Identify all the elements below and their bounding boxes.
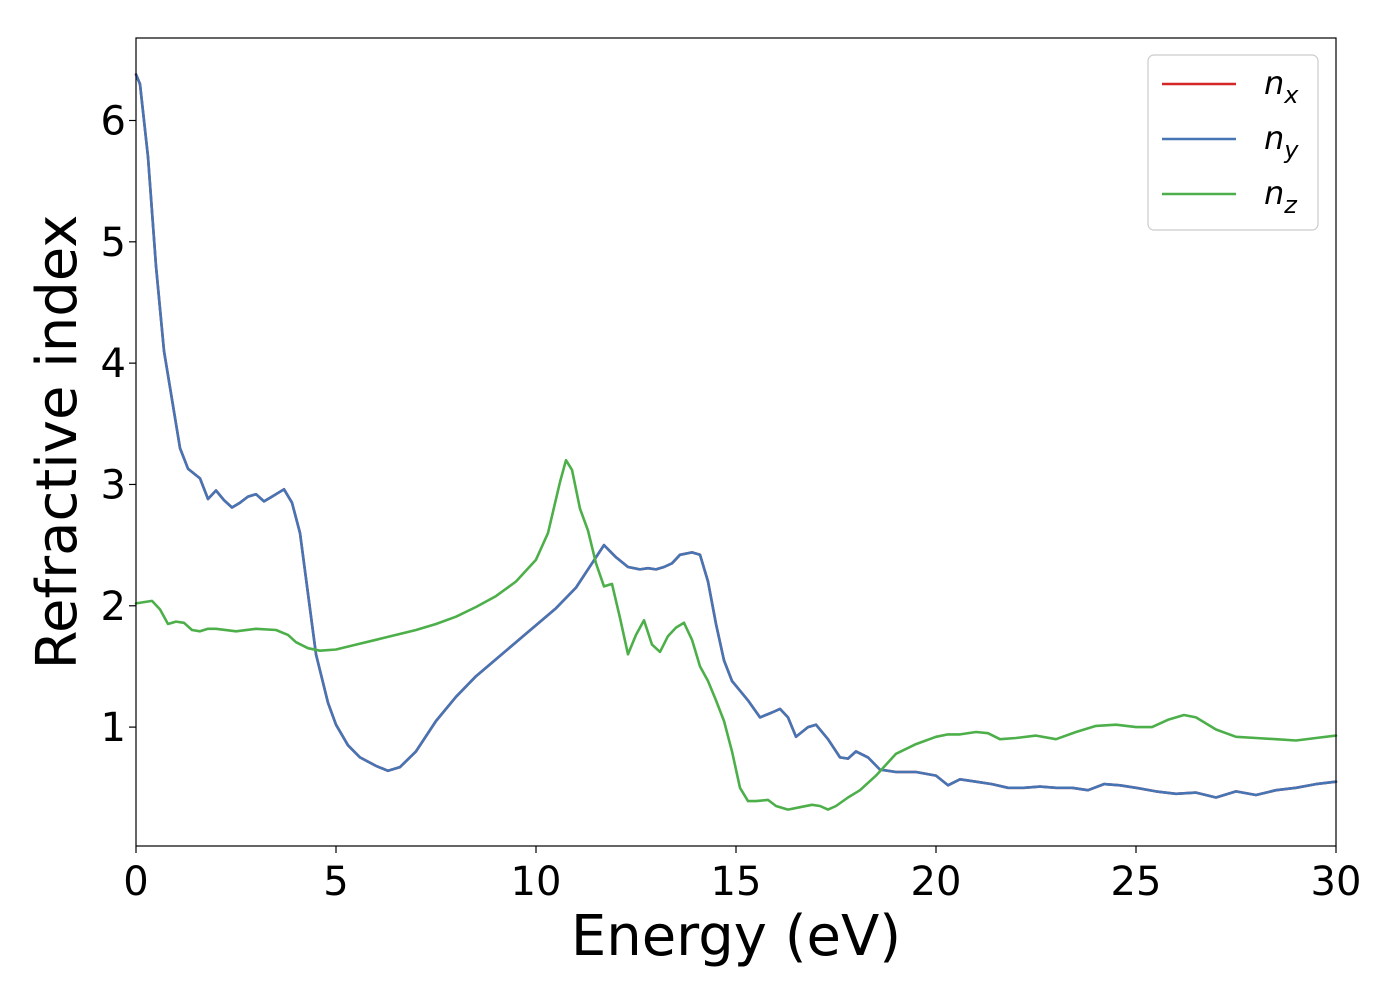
legend-label-subscript: z bbox=[1283, 191, 1298, 219]
legend-label-subscript: y bbox=[1283, 136, 1299, 164]
y-tick-label: 2 bbox=[101, 584, 126, 630]
legend-label-subscript: x bbox=[1283, 81, 1299, 109]
legend-label-n-z: nz bbox=[1264, 174, 1298, 219]
legend-label-n-x: nx bbox=[1264, 64, 1299, 109]
legend-label-base: n bbox=[1264, 174, 1284, 212]
plot-background bbox=[136, 38, 1336, 846]
legend-label-n-y: ny bbox=[1264, 119, 1299, 164]
series-line-n-z bbox=[134, 458, 1338, 811]
x-tick-label: 0 bbox=[123, 859, 148, 905]
y-tick-label: 5 bbox=[101, 220, 126, 266]
x-axis-label: Energy (eV) bbox=[571, 904, 901, 969]
legend-label-base: n bbox=[1264, 119, 1284, 157]
y-tick-label: 4 bbox=[101, 341, 126, 387]
series-layer bbox=[134, 73, 1338, 811]
x-tick-label: 20 bbox=[911, 859, 962, 905]
x-tick-label: 25 bbox=[1111, 859, 1162, 905]
series-line-n-y bbox=[134, 73, 1338, 799]
y-axis-label: Refractive index bbox=[25, 215, 90, 670]
y-tick-label: 1 bbox=[101, 705, 126, 751]
x-tick-label: 5 bbox=[323, 859, 348, 905]
x-tick-label: 15 bbox=[711, 859, 762, 905]
x-tick-label: 10 bbox=[511, 859, 562, 905]
y-axis-ticks: 1 2 3 4 5 6 bbox=[101, 98, 136, 751]
y-tick-label: 3 bbox=[101, 462, 126, 508]
x-tick-label: 30 bbox=[1311, 859, 1362, 905]
legend-label-base: n bbox=[1264, 64, 1284, 102]
legend-frame bbox=[1147, 54, 1319, 231]
x-axis-ticks: 0 5 10 15 20 25 30 bbox=[123, 846, 1361, 905]
y-tick-label: 6 bbox=[101, 98, 126, 144]
